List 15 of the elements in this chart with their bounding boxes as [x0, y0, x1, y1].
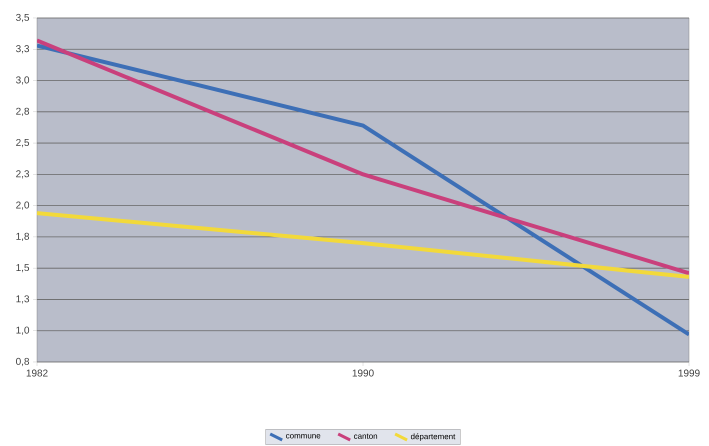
- x-tick-label: 1982: [26, 370, 48, 377]
- y-tick-label: 2,8: [16, 108, 30, 116]
- y-tick-label: 1,5: [16, 264, 30, 272]
- y-tick-label: 2,5: [16, 138, 30, 148]
- y-tick-label: 1,8: [16, 232, 30, 242]
- y-tick-label: 2,0: [16, 202, 30, 210]
- y-tick-label: 1,0: [16, 326, 30, 335]
- x-tick-label: 1999: [678, 370, 700, 377]
- y-tick-label: 1,3: [16, 295, 30, 304]
- y-tick-label: 3,5: [16, 14, 30, 22]
- y-tick-label: 3,0: [16, 76, 30, 85]
- x-tick-label: 1990: [352, 370, 374, 377]
- y-tick-label: 3,3: [16, 45, 30, 54]
- y-tick-label: 0,8: [16, 358, 30, 366]
- y-tick-label: 2,3: [16, 170, 30, 178]
